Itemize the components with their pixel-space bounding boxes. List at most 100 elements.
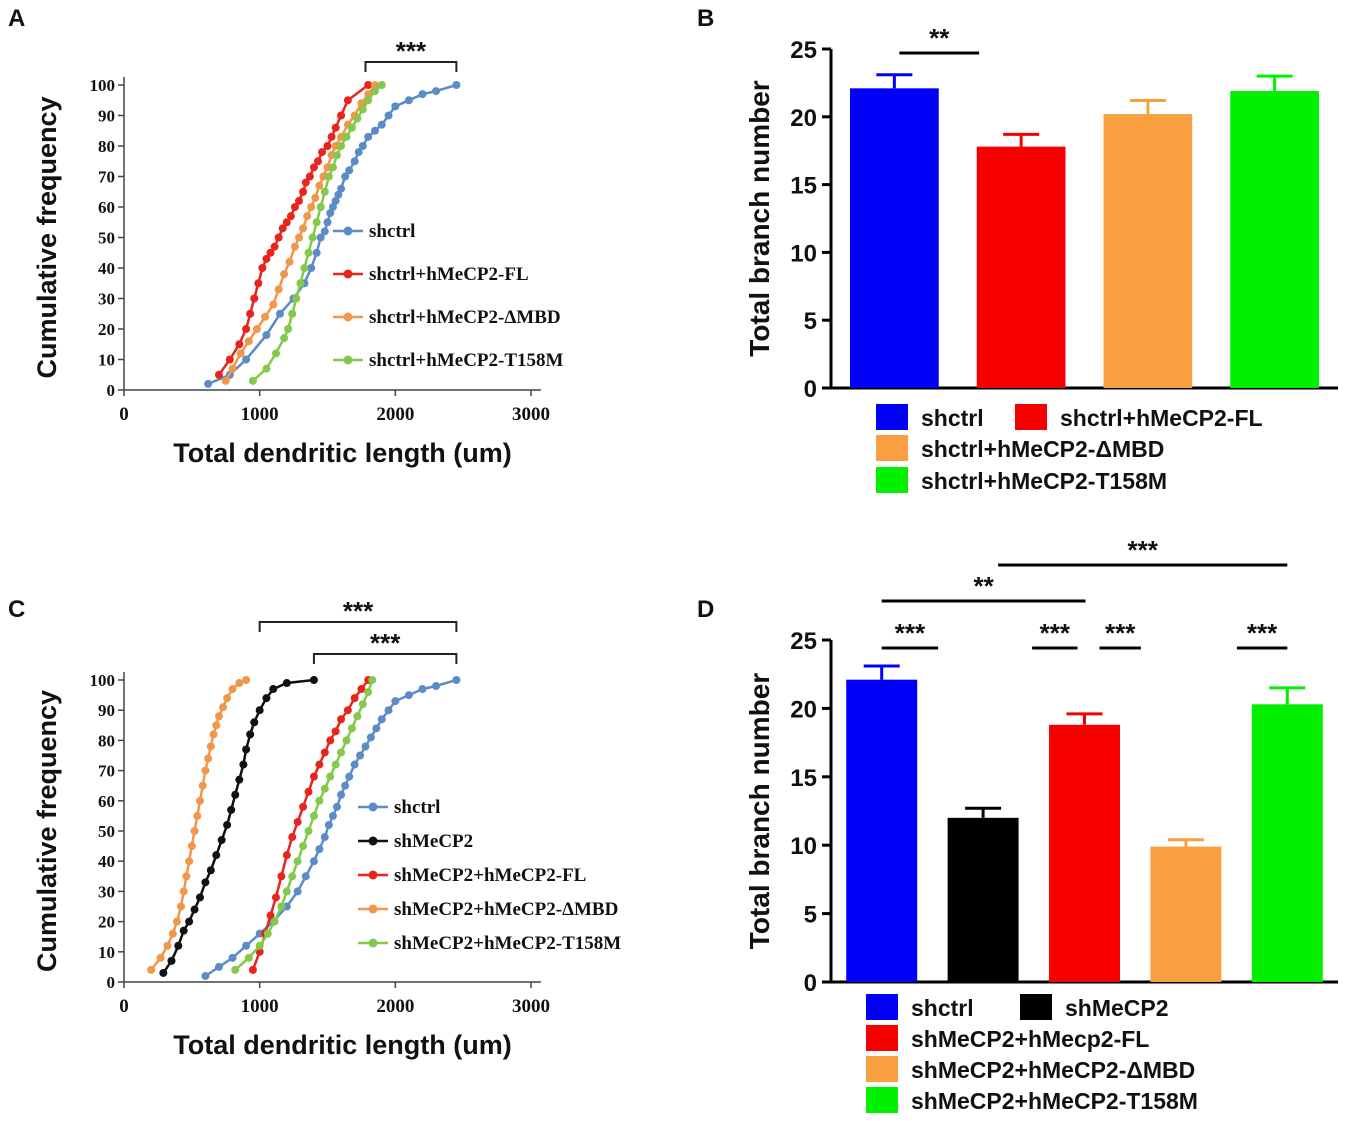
y-tick-label: 25 — [790, 628, 817, 655]
data-point — [311, 193, 320, 202]
data-point — [236, 349, 245, 358]
y-tick-label: 90 — [98, 107, 115, 126]
data-point — [318, 148, 327, 157]
data-point — [384, 111, 393, 120]
data-point — [343, 706, 352, 715]
data-point — [418, 685, 427, 694]
data-point — [320, 833, 329, 842]
data-point — [262, 364, 271, 373]
significance-bracket — [258, 621, 458, 632]
data-point — [331, 123, 340, 132]
series-line — [150, 678, 247, 971]
data-point — [282, 887, 291, 896]
y-tick-label: 5 — [804, 308, 817, 335]
y-tick-label: 20 — [790, 105, 817, 132]
y-tick-label: 50 — [98, 229, 115, 248]
data-point — [285, 257, 294, 266]
data-point — [337, 748, 346, 757]
data-point — [282, 218, 291, 227]
legend-label: shMeCP2+hMecp2-FL — [911, 1026, 1149, 1052]
data-point — [266, 911, 275, 920]
data-point — [347, 724, 356, 733]
data-point — [262, 694, 271, 703]
legend-label: shMeCP2+hMeCP2-T158M — [911, 1088, 1198, 1114]
y-tick-label: 0 — [804, 970, 817, 997]
data-point — [309, 811, 318, 820]
data-point — [320, 187, 329, 196]
data-point — [432, 682, 441, 691]
data-point — [404, 96, 413, 105]
data-point — [312, 248, 321, 257]
data-point — [293, 817, 302, 826]
data-point — [252, 325, 261, 333]
data-point — [305, 172, 314, 181]
data-point — [179, 926, 188, 935]
legend-label: shctrl+hMeCP2-ΔMBD — [921, 436, 1164, 462]
data-point — [299, 224, 308, 233]
data-point — [377, 120, 386, 129]
legend-label: shMeCP2+hMeCP2-FL — [394, 865, 586, 886]
data-point — [452, 81, 461, 89]
data-point — [364, 688, 373, 697]
data-point — [176, 902, 185, 911]
data-point — [308, 233, 317, 242]
data-point — [316, 233, 325, 242]
significance-label: ** — [929, 23, 950, 53]
bar — [1251, 704, 1323, 982]
bar — [850, 88, 939, 388]
data-point — [320, 227, 329, 236]
y-tick-label: 70 — [98, 168, 115, 187]
data-point — [248, 376, 257, 385]
data-point — [206, 742, 215, 751]
data-point — [262, 331, 271, 340]
legend-swatch-marker — [368, 938, 378, 948]
panel-label-d: D — [697, 596, 714, 623]
data-point — [244, 953, 253, 962]
legend-label: shctrl+hMeCP2-FL — [369, 264, 529, 285]
panel-label-b: B — [697, 5, 714, 32]
data-point — [221, 376, 230, 385]
data-point — [246, 730, 255, 739]
data-point — [185, 917, 194, 926]
data-point — [350, 694, 359, 703]
y-tick-label: 20 — [98, 913, 115, 932]
significance-label: *** — [1128, 535, 1159, 565]
data-point — [372, 724, 381, 733]
legend-swatch-marker — [368, 904, 378, 914]
data-point — [377, 81, 386, 89]
data-point — [187, 842, 196, 851]
data-point — [278, 224, 287, 233]
x-tick-label: 0 — [119, 996, 129, 1017]
data-point — [368, 676, 377, 684]
data-point — [290, 242, 299, 251]
data-point — [214, 962, 223, 971]
data-point — [332, 802, 341, 811]
legend-swatch-marker — [368, 870, 378, 880]
data-point — [293, 887, 302, 896]
y-tick-label: 60 — [98, 198, 115, 217]
series-line — [252, 84, 383, 382]
data-point — [242, 941, 251, 950]
data-point — [315, 845, 324, 854]
data-point — [377, 715, 386, 724]
data-point — [361, 742, 370, 751]
significance-bracket — [364, 61, 458, 72]
data-point — [353, 712, 362, 721]
legend-label: shctrl — [394, 797, 440, 818]
data-point — [432, 87, 441, 96]
data-point — [328, 811, 337, 820]
data-point — [156, 953, 165, 962]
data-point — [337, 142, 346, 150]
data-point — [286, 212, 295, 221]
y-tick-label: 50 — [98, 822, 115, 841]
data-point — [290, 203, 299, 211]
data-point — [159, 968, 168, 977]
y-tick-label: 0 — [804, 376, 817, 403]
bar — [1049, 724, 1120, 982]
legend-swatch — [866, 994, 898, 1020]
data-point — [255, 706, 264, 715]
data-point — [228, 685, 237, 694]
